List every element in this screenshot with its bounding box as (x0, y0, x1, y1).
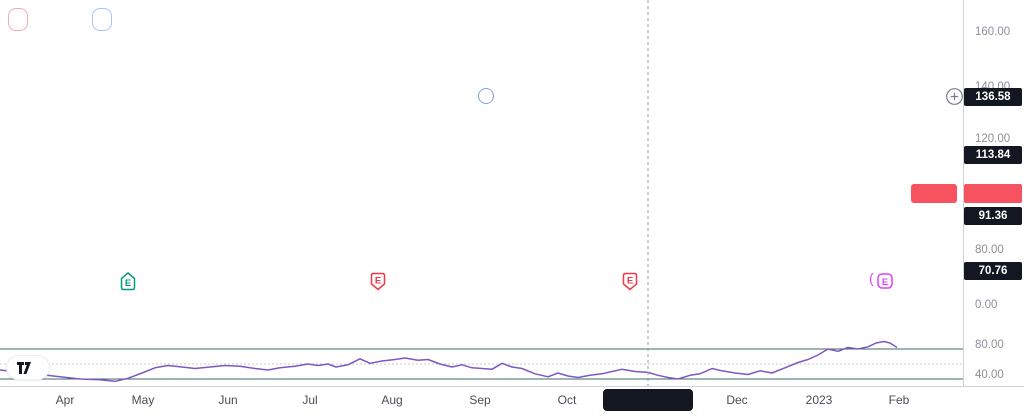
alert-price-pill-blue[interactable] (92, 8, 112, 31)
earnings-marker-icon[interactable]: E (370, 272, 386, 296)
price-line-label: 91.36 (964, 207, 1022, 225)
hline-drag-handle[interactable] (478, 88, 494, 104)
crosshair-date-tooltip (603, 389, 693, 411)
earnings-marker-icon[interactable]: (E (869, 270, 894, 294)
svg-text:E: E (125, 278, 131, 289)
price-line-label: 136.58 (964, 88, 1022, 106)
earnings-marker-icon[interactable]: E (120, 272, 136, 296)
price-axis-tick: 80.00 (975, 244, 1004, 256)
time-axis-tick: Dec (726, 393, 748, 407)
earnings-marker-icon[interactable]: E (622, 272, 638, 296)
time-axis-tick: Jul (302, 393, 318, 407)
time-axis-tick: Jun (218, 393, 238, 407)
svg-text:E: E (375, 276, 381, 287)
add-alert-plus-icon[interactable] (946, 88, 963, 105)
tradingview-logo[interactable] (6, 355, 50, 380)
svg-text:E: E (882, 277, 888, 288)
price-axis-tick: 40.00 (975, 369, 1004, 381)
tradingview-mark-icon (17, 361, 31, 374)
time-axis-tick: Sep (469, 393, 491, 407)
svg-text:E: E (627, 276, 633, 287)
price-axis-tick: 160.00 (975, 26, 1011, 38)
price-axis-tick: 120.00 (975, 133, 1011, 145)
spot-price-label (964, 184, 1022, 203)
rsi-legend[interactable] (17, 343, 35, 355)
price-axis[interactable]: 160.00 140.00 120.00 80.00 0.00 80.00 40.00 13… (963, 0, 1024, 416)
spot-badge (911, 184, 957, 203)
time-axis[interactable]: Apr May Jun Jul Aug Sep Oct Dec 2023 Feb (0, 386, 1024, 416)
price-line-label: 113.84 (964, 146, 1022, 164)
earnings-marker-paren: ( (869, 270, 874, 286)
price-axis-tick: 80.00 (975, 339, 1004, 351)
time-axis-tick: Oct (557, 393, 577, 407)
time-axis-tick: Aug (381, 393, 403, 407)
time-axis-tick: 2023 (805, 393, 833, 407)
time-axis-tick: Feb (888, 393, 910, 407)
time-axis-tick: May (131, 393, 155, 407)
price-line-label: 70.76 (964, 262, 1022, 280)
alert-price-pill-red[interactable] (8, 8, 28, 31)
price-axis-tick: 0.00 (975, 299, 998, 311)
macd-legend[interactable] (17, 300, 44, 312)
rsi-line (0, 340, 898, 383)
time-axis-tick: Apr (55, 393, 75, 407)
